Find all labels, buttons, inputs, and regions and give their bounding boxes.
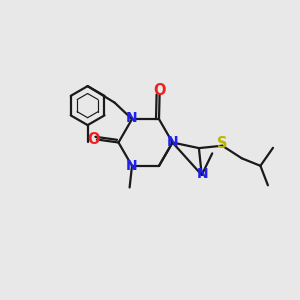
Text: S: S <box>217 136 228 151</box>
Text: N: N <box>126 159 138 173</box>
Text: N: N <box>167 136 178 149</box>
Text: N: N <box>197 167 209 181</box>
Text: O: O <box>153 83 166 98</box>
Text: N: N <box>126 111 138 124</box>
Text: O: O <box>87 132 100 147</box>
